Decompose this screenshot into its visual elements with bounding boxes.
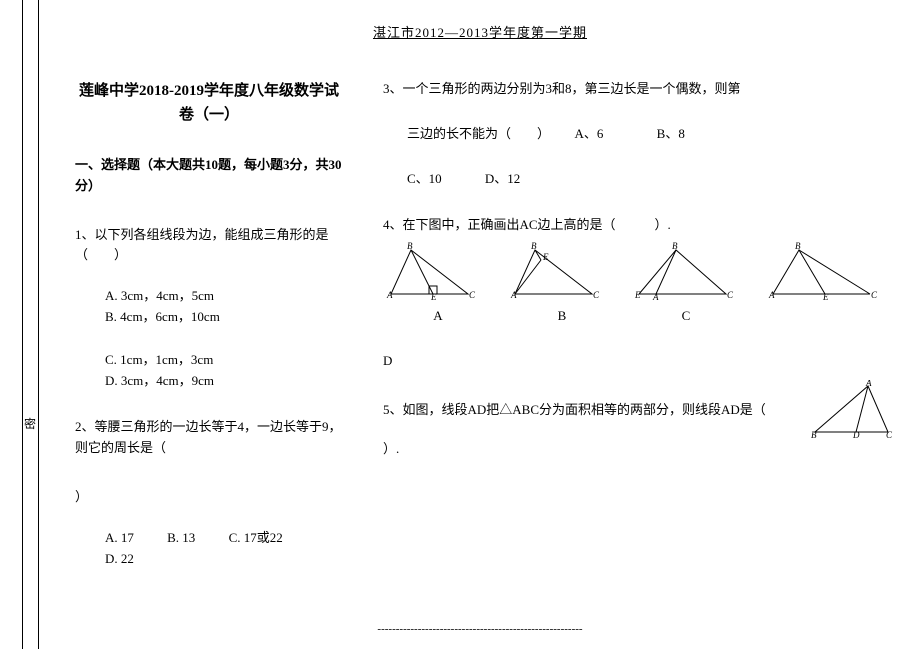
binding-char: 密 <box>24 415 36 432</box>
page: 湛江市2012—2013学年度第一学期 莲峰中学2018-2019学年度八年级数… <box>55 0 905 649</box>
q4-label-c: C <box>631 306 741 327</box>
q2-stem-a: 2、等腰三角形的一边长等于4，一边长等于9，则它的周长是（ <box>75 417 343 459</box>
svg-text:A: A <box>652 292 659 302</box>
q4-figures: A E C B A C B <box>383 242 885 302</box>
svg-text:E: E <box>822 292 829 302</box>
page-header: 湛江市2012—2013学年度第一学期 <box>75 22 885 41</box>
svg-text:B: B <box>407 242 413 251</box>
svg-text:E: E <box>542 252 549 262</box>
q4-label-a: A <box>383 306 493 327</box>
q1-option-c: C. 1cm，1cm，3cm <box>105 350 213 371</box>
svg-text:E: E <box>634 290 641 300</box>
question-5: 5、如图，线段AD把△ABC分为面积相等的两部分，则线段AD是（ ）. A B … <box>383 400 885 460</box>
svg-text:C: C <box>469 290 476 300</box>
section-heading: 一、选择题（本大题共10题，每小题3分，共30分） <box>75 155 343 197</box>
q4-label-d: D <box>383 351 885 372</box>
svg-text:A: A <box>510 290 517 300</box>
q4-fig-c: E A C B <box>631 242 751 302</box>
margin-line-outer <box>22 0 23 649</box>
svg-text:C: C <box>886 430 893 440</box>
q3-option-d: D、12 <box>485 169 520 190</box>
svg-text:A: A <box>386 290 393 300</box>
svg-text:C: C <box>727 290 734 300</box>
svg-text:C: C <box>871 290 878 300</box>
q1-stem: 1、以下列各组线段为边，能组成三角形的是（ ） <box>75 225 343 267</box>
q5-stem-b: ）. <box>383 439 885 460</box>
q4-fig-d: A E B C <box>765 242 885 302</box>
q1-option-b: B. 4cm，6cm，10cm <box>105 307 220 328</box>
q3-stem-a: 3、一个三角形的两边分别为3和8，第三边长是一个偶数，则第 <box>383 79 885 100</box>
q2-stem-b: ） <box>75 487 343 508</box>
svg-text:B: B <box>531 242 537 251</box>
svg-text:A: A <box>768 290 775 300</box>
q1-option-a: A. 3cm，4cm，5cm <box>105 286 214 307</box>
question-3: 3、一个三角形的两边分别为3和8，第三边长是一个偶数，则第 三边的长不能为（ ）… <box>383 79 885 189</box>
svg-text:B: B <box>811 430 817 440</box>
q3-option-a: A、6 <box>575 124 604 145</box>
q4-labels: A B C <box>383 306 885 327</box>
q4-fig-a: A E C B <box>383 242 493 302</box>
question-1: 1、以下列各组线段为边，能组成三角形的是（ ） A. 3cm，4cm，5cm B… <box>75 225 343 392</box>
column-right: 3、一个三角形的两边分别为3和8，第三边长是一个偶数，则第 三边的长不能为（ ）… <box>383 71 885 595</box>
q5-figure: A B D C <box>810 380 895 440</box>
q4-label-b: B <box>507 306 617 327</box>
q4-stem: 4、在下图中，正确画出AC边上高的是（ ）. <box>383 215 885 236</box>
q2-option-d: D. 22 <box>105 549 134 570</box>
svg-text:B: B <box>672 242 678 251</box>
svg-text:C: C <box>593 290 600 300</box>
q3-option-b: B、8 <box>657 124 685 145</box>
column-left: 莲峰中学2018-2019学年度八年级数学试卷（一） 一、选择题（本大题共10题… <box>75 71 343 595</box>
margin-line-inner <box>38 0 39 649</box>
svg-text:E: E <box>430 292 437 302</box>
q2-option-a: A. 17 <box>105 528 134 549</box>
q1-option-d: D. 3cm，4cm，9cm <box>105 371 214 392</box>
q3-stem-b: 三边的长不能为（ ） <box>407 126 550 141</box>
q2-option-b: B. 13 <box>167 528 195 549</box>
svg-text:D: D <box>852 430 860 440</box>
svg-text:A: A <box>865 380 872 388</box>
columns: 莲峰中学2018-2019学年度八年级数学试卷（一） 一、选择题（本大题共10题… <box>75 71 885 595</box>
footer-dashes: ----------------------------------------… <box>55 623 905 635</box>
svg-text:B: B <box>795 242 801 251</box>
q3-option-c: C、10 <box>407 169 442 190</box>
exam-title: 莲峰中学2018-2019学年度八年级数学试卷（一） <box>75 79 343 127</box>
question-4: 4、在下图中，正确画出AC边上高的是（ ）. A E C B <box>383 215 885 371</box>
q4-fig-b: A C B E <box>507 242 617 302</box>
q2-option-c: C. 17或22 <box>229 528 283 549</box>
question-2: 2、等腰三角形的一边长等于4，一边长等于9，则它的周长是（ ） A. 17 B.… <box>75 417 343 569</box>
